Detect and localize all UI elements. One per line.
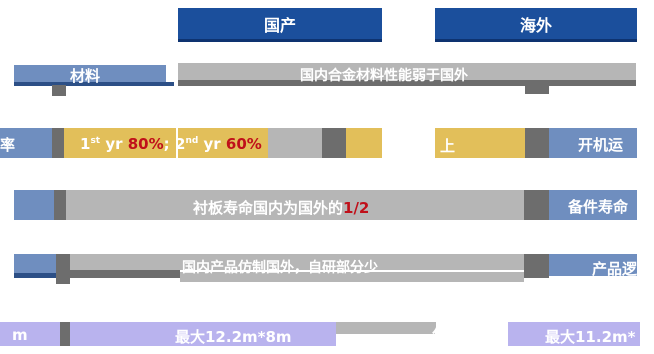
size-center-box [336,322,436,334]
localization-left-separator [56,254,70,284]
rate-right-label-box [549,128,637,158]
size-overseas-box [508,322,640,346]
liner-center-text: 衬板寿命国内为国外的1/2 [193,197,369,218]
domestic-column-header: 国产 [178,8,382,42]
size-left-box [0,322,60,346]
material-center-box [178,63,636,83]
size-domestic-box [178,322,336,346]
liner-right-separator [524,190,549,220]
localization-center-text: 国内产品仿制国外，自研部分少 [182,260,378,276]
rate-grey-box [268,128,322,158]
localization-center-box-lower [180,272,524,282]
year1-separator: ; [163,135,170,153]
material-center-text: 国内合金材料性能弱于国外 [300,65,468,85]
rate-year1-box [64,128,176,158]
rate-year1-text: 1st yr 80%; [80,135,170,153]
size-mid-box [70,322,178,346]
localization-center-bar [70,270,180,278]
liner-center-value: 1/2 [343,199,370,217]
year1-value: 80% [127,135,164,153]
localization-center-box [70,254,524,270]
localization-right-label: 产品逻 [592,260,638,278]
material-glitch-block [52,85,66,96]
rate-left-label: 率 [0,136,16,154]
material-glitch-bar [14,82,174,86]
localization-left-bar [14,273,56,278]
rate-year2-box [178,128,268,158]
size-left-label: m [12,326,28,344]
overseas-header-label: 海外 [519,15,552,35]
size-left-separator [60,322,70,346]
material-right-block [525,84,549,94]
rate-right-label: 开机运 [578,136,624,154]
localization-right-separator [524,254,549,278]
year1-prefix: 1 [80,135,91,153]
rate-separator-2 [525,128,549,158]
liner-right-label-box [549,190,637,220]
size-overseas-text: 最大11.2m* [545,328,636,346]
localization-left-box [14,254,56,274]
rate-label-box [0,128,52,158]
material-label-box [14,65,166,83]
liner-right-label: 备件寿命 [568,198,629,216]
material-center-stripe [178,80,636,86]
liner-center-box [66,190,524,220]
domestic-header-label: 国产 [263,15,296,35]
liner-left-box [14,190,54,220]
size-domestic-text: 最大12.2m*8m [175,328,292,346]
liner-center-prefix: 衬板寿命国内为国外的 [193,199,344,217]
rate-dark-box [322,128,346,158]
overseas-column-header: 海外 [435,8,637,42]
rate-year2-text: 2nd yr 60% [175,135,262,153]
year1-sup: st [90,136,101,146]
year2-suffix: yr [198,135,226,153]
rate-overseas-fragment: 上 [440,137,456,155]
size-overseas-fragment: 化 [432,325,448,343]
material-left-label: 材料 [70,67,101,85]
year1-suffix: yr [100,135,128,153]
rate-overseas-box [435,128,525,158]
year2-value: 60% [225,135,262,153]
liner-left-separator [54,190,66,220]
material-center-label: 国内合金材料性能弱于国外 [300,68,468,84]
rate-domestic-tail-box [346,128,382,158]
year2-prefix: 2 [175,135,186,153]
localization-right-label-box [549,254,637,276]
year2-sup: nd [185,136,199,146]
rate-separator-1 [52,128,64,158]
